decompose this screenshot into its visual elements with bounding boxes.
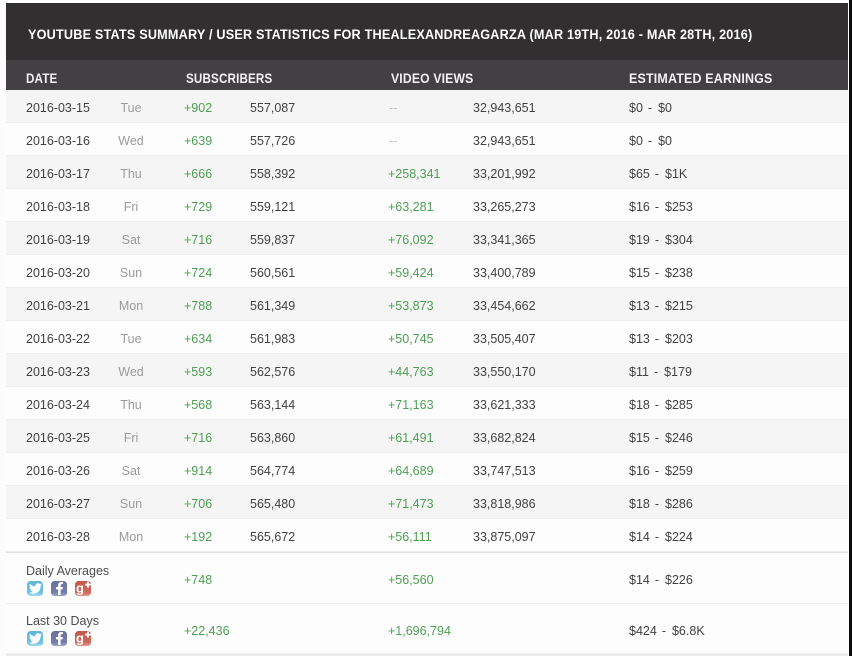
svg-text:g: g <box>76 631 84 646</box>
svg-text:g: g <box>76 581 84 596</box>
